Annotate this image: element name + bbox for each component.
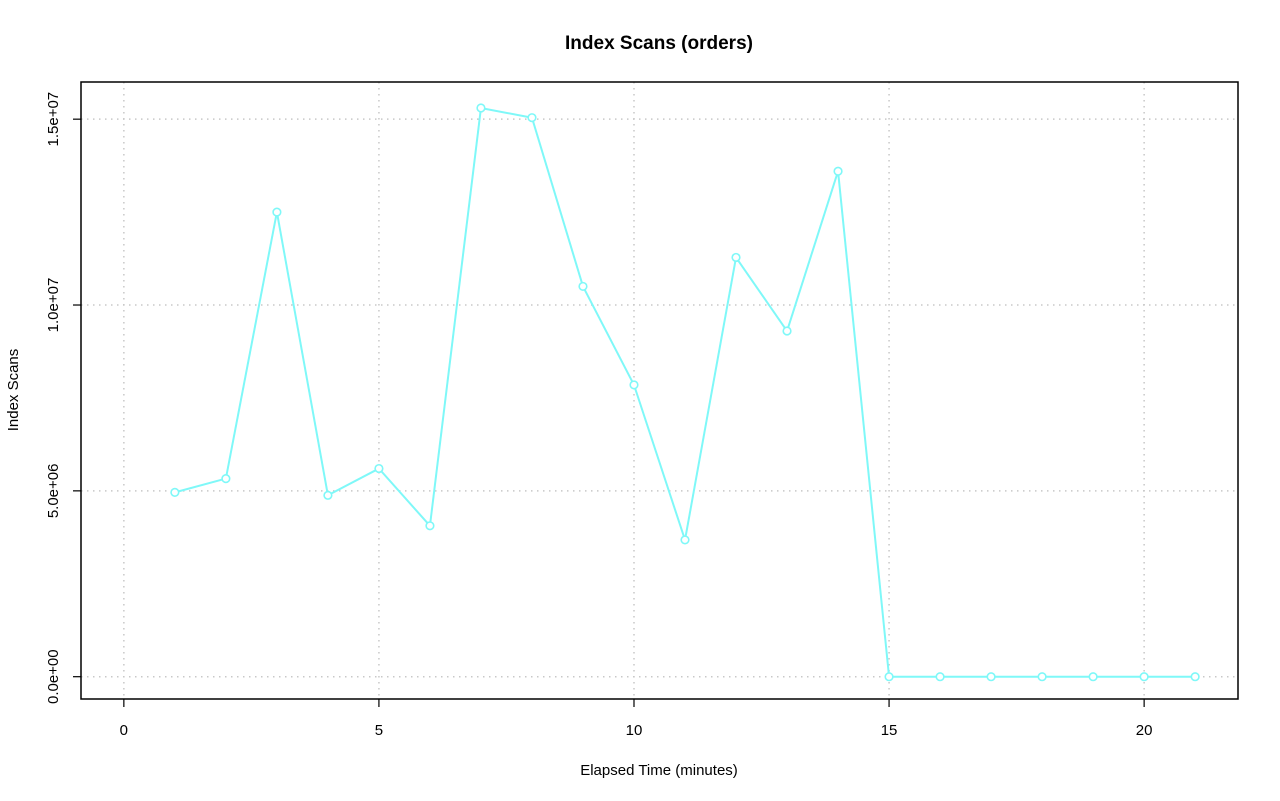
data-point-2 <box>272 207 282 217</box>
data-point-13 <box>833 166 843 176</box>
x-tick-label-2: 10 <box>626 722 643 739</box>
axes: 0 5 10 15 20 0.0e+00 5.0e+06 1.0e+07 1.5e+07 <box>45 92 1152 739</box>
series-segment-2 <box>276 215 329 492</box>
series-segment-9 <box>634 388 685 537</box>
y-tick-label-1: 5.0e+06 <box>45 464 62 519</box>
y-tick-label-0: 0.0e+00 <box>45 649 62 704</box>
x-tick-label-0: 0 <box>120 722 128 739</box>
data-point-19 <box>1139 672 1149 682</box>
series-segment-5 <box>429 111 482 523</box>
data-point-14 <box>884 672 894 682</box>
grid-lines <box>81 82 1238 699</box>
data-point-8 <box>578 281 588 292</box>
y-tick-label-2: 1.0e+07 <box>45 278 62 333</box>
data-point-17 <box>1037 672 1047 682</box>
series-segment-0 <box>178 478 223 493</box>
series <box>170 103 1200 682</box>
series-segment-3 <box>330 469 377 495</box>
data-point-15 <box>935 672 945 682</box>
series-segment-7 <box>532 121 583 284</box>
data-point-3 <box>323 490 333 500</box>
x-tick-label-4: 20 <box>1136 722 1153 739</box>
x-tick-label-1: 5 <box>375 722 383 739</box>
series-segment-1 <box>225 215 278 476</box>
plot-frame <box>80 81 1239 700</box>
data-point-9 <box>629 380 639 390</box>
y-axis-label: Index Scans <box>5 349 22 432</box>
data-point-20 <box>1190 672 1200 682</box>
series-segment-4 <box>380 470 429 524</box>
x-axis-label: Elapsed Time (minutes) <box>580 762 738 779</box>
series-segment-10 <box>684 260 737 537</box>
data-point-7 <box>527 113 537 123</box>
y-tick-label-3: 1.5e+07 <box>45 92 62 147</box>
x-tick-label-3: 15 <box>881 722 898 739</box>
chart-title: Index Scans (orders) <box>565 33 753 54</box>
data-point-1 <box>221 473 231 484</box>
data-point-4 <box>374 463 384 474</box>
data-point-18 <box>1088 672 1098 682</box>
series-segment-8 <box>583 289 634 383</box>
data-point-6 <box>476 103 486 113</box>
data-point-5 <box>425 521 435 531</box>
data-point-10 <box>680 535 690 545</box>
data-point-11 <box>731 252 741 263</box>
data-point-0 <box>170 487 180 497</box>
data-point-16 <box>986 672 996 682</box>
series-segment-11 <box>737 259 786 329</box>
series-segment-6 <box>484 107 529 118</box>
series-segment-12 <box>787 174 838 328</box>
series-segment-13 <box>837 174 890 674</box>
data-point-12 <box>782 326 792 336</box>
